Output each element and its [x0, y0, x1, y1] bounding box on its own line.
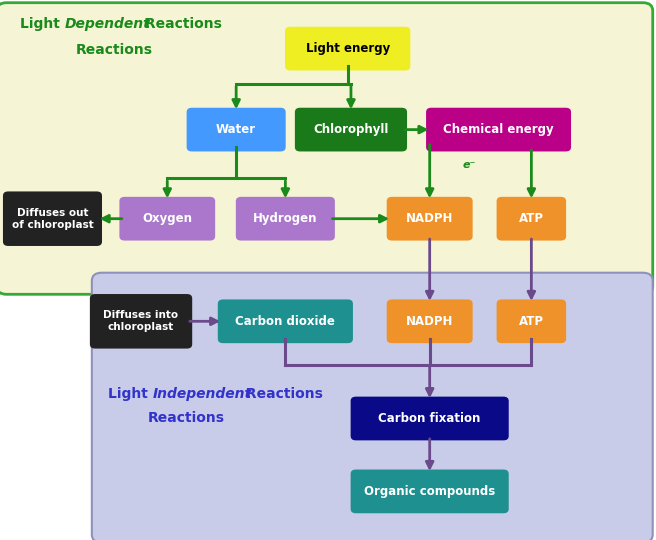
FancyBboxPatch shape — [295, 108, 407, 151]
FancyBboxPatch shape — [387, 299, 472, 343]
FancyBboxPatch shape — [350, 469, 509, 513]
FancyBboxPatch shape — [0, 3, 653, 294]
Text: Dependent: Dependent — [64, 17, 150, 31]
Text: Water: Water — [216, 123, 256, 136]
Text: NADPH: NADPH — [406, 315, 453, 328]
Text: Oxygen: Oxygen — [142, 212, 192, 225]
Text: Carbon fixation: Carbon fixation — [379, 412, 481, 425]
Text: Hydrogen: Hydrogen — [253, 212, 318, 225]
Text: ATP: ATP — [519, 315, 544, 328]
Text: NADPH: NADPH — [406, 212, 453, 225]
Text: Reactions: Reactions — [75, 43, 152, 57]
Text: Diffuses out
of chloroplast: Diffuses out of chloroplast — [12, 208, 93, 230]
FancyBboxPatch shape — [350, 396, 509, 441]
Text: Light energy: Light energy — [306, 42, 390, 55]
Text: Organic compounds: Organic compounds — [364, 485, 495, 498]
Text: Light: Light — [20, 17, 64, 31]
FancyBboxPatch shape — [218, 299, 353, 343]
Text: Chlorophyll: Chlorophyll — [314, 123, 388, 136]
FancyBboxPatch shape — [497, 197, 566, 241]
FancyBboxPatch shape — [236, 197, 335, 241]
FancyBboxPatch shape — [426, 108, 571, 151]
FancyBboxPatch shape — [90, 294, 192, 349]
Text: Reactions: Reactions — [140, 17, 222, 31]
FancyBboxPatch shape — [387, 197, 472, 241]
FancyBboxPatch shape — [119, 197, 215, 241]
Text: Diffuses into
chloroplast: Diffuses into chloroplast — [104, 310, 178, 332]
Text: Light: Light — [108, 387, 153, 401]
FancyBboxPatch shape — [3, 192, 102, 246]
Text: Reactions: Reactions — [148, 411, 224, 426]
Text: Carbon dioxide: Carbon dioxide — [236, 315, 335, 328]
Text: Chemical energy: Chemical energy — [443, 123, 554, 136]
Text: Reactions: Reactions — [241, 387, 323, 401]
FancyBboxPatch shape — [92, 273, 653, 540]
Text: Independent: Independent — [153, 387, 252, 401]
Text: ATP: ATP — [519, 212, 544, 225]
Text: e⁻: e⁻ — [462, 160, 476, 170]
FancyBboxPatch shape — [186, 108, 286, 151]
FancyBboxPatch shape — [497, 299, 566, 343]
FancyBboxPatch shape — [285, 26, 411, 70]
